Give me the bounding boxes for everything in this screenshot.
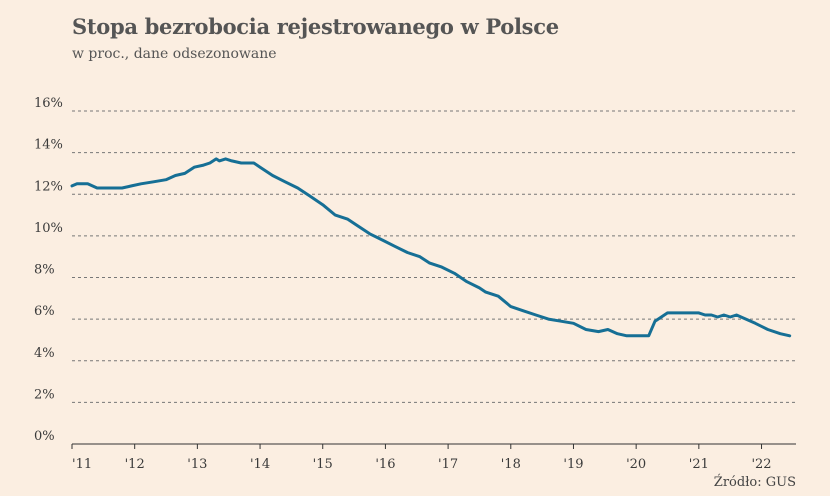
x-tick-label: '14 [250, 457, 270, 472]
x-axis-labels: '11 '12 '13 '14 '15 '16 '17 '18 '19 '20 '21 '22 [72, 457, 772, 472]
x-tick-label: '21 [689, 457, 709, 472]
y-tick-label: 16% [34, 96, 63, 111]
x-axis-ticks [71, 444, 763, 449]
y-tick-label: 0% [34, 429, 55, 444]
x-tick-label: '13 [187, 457, 207, 472]
y-tick-label: 4% [34, 346, 55, 361]
y-tick-label: 12% [34, 179, 63, 194]
y-tick-label: 6% [34, 304, 55, 319]
source-note: Źródło: GUS [713, 475, 796, 490]
y-tick-label: 14% [34, 138, 63, 153]
y-tick-label: 8% [34, 263, 55, 278]
x-tick-label: '15 [313, 457, 333, 472]
x-tick-label: '17 [438, 457, 458, 472]
grid-lines [72, 110, 796, 403]
x-tick-label: '12 [125, 457, 145, 472]
y-tick-label: 2% [34, 387, 55, 402]
x-tick-label: '22 [751, 457, 771, 472]
chart-subtitle: w proc., dane odsezonowane [72, 46, 277, 62]
y-axis-labels: 0% 2% 4% 6% 8% 10% 12% 14% 16% [34, 96, 63, 444]
y-tick-label: 10% [34, 221, 63, 236]
x-tick-label: '19 [563, 457, 583, 472]
x-tick-label: '11 [72, 457, 92, 472]
series-line [70, 157, 792, 338]
x-tick-label: '20 [626, 457, 646, 472]
x-tick-label: '16 [375, 457, 395, 472]
x-tick-label: '18 [501, 457, 521, 472]
chart-title: Stopa bezrobocia rejestrowanego w Polsce [72, 14, 559, 39]
